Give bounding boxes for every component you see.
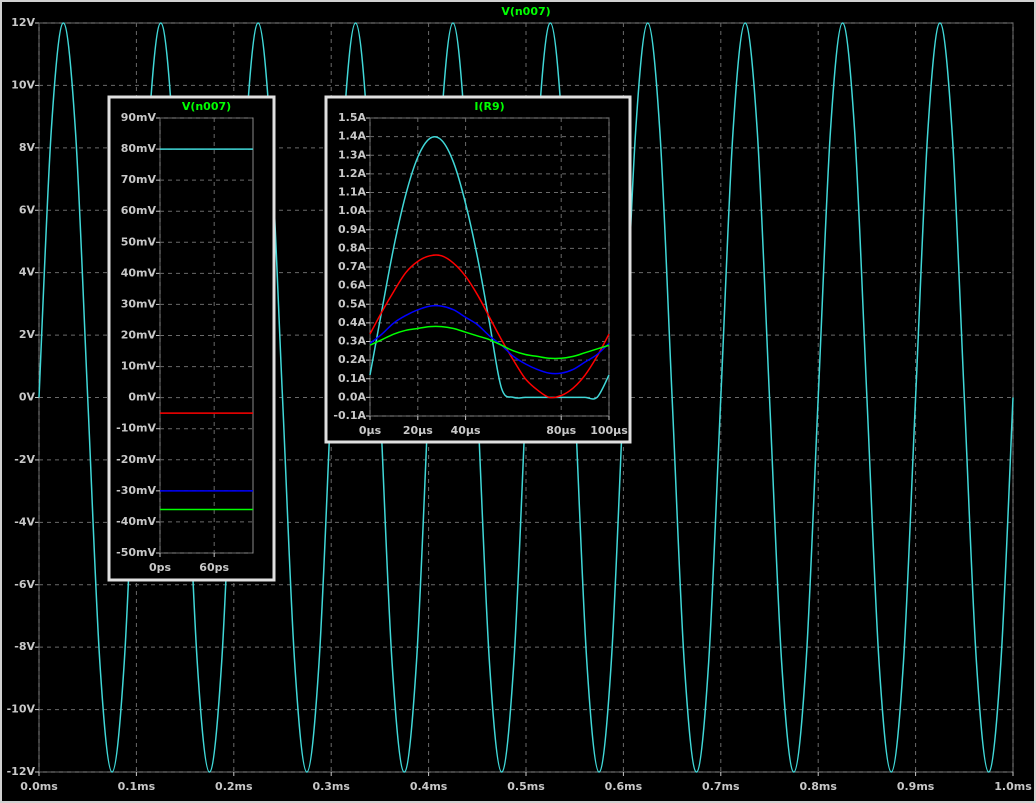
trace	[369, 254, 610, 399]
y-tick-label: -10mV	[116, 422, 156, 435]
y-tick-label: -6V	[14, 578, 35, 591]
y-tick-label: -2V	[14, 453, 35, 466]
x-tick-label: 0.1ms	[118, 780, 156, 793]
y-tick-label: 2V	[19, 328, 36, 341]
y-tick-label: 0.0A	[338, 390, 366, 403]
y-tick-label: 0.1A	[338, 372, 366, 385]
x-tick-label: 0.4ms	[410, 780, 448, 793]
x-tick-label: 0.7ms	[702, 780, 740, 793]
y-tick-label: 70mV	[121, 173, 157, 186]
x-tick-label: 1.0ms	[994, 780, 1032, 793]
y-tick-label: 10V	[11, 78, 35, 91]
y-tick-label: 0.7A	[338, 260, 366, 273]
y-tick-label: 6V	[19, 203, 36, 216]
y-tick-label: 80mV	[121, 142, 157, 155]
x-tick-label: 100µs	[590, 424, 628, 437]
x-tick-label: 0ps	[149, 561, 172, 574]
y-tick-label: 0.9A	[338, 223, 366, 236]
trace	[369, 325, 610, 360]
y-tick-label: 0.4A	[338, 316, 366, 329]
x-tick-label: 0.8ms	[799, 780, 837, 793]
y-tick-label: 90mV	[121, 111, 157, 124]
y-tick-label: 0.8A	[338, 241, 366, 254]
y-tick-label: 20mV	[121, 329, 157, 342]
inset-panel	[107, 95, 276, 582]
y-tick-label: 0.2A	[338, 353, 366, 366]
inset-panel	[324, 95, 632, 444]
y-tick-label: -4V	[14, 515, 35, 528]
x-tick-label: 0.3ms	[312, 780, 350, 793]
y-tick-label: 4V	[19, 266, 36, 279]
trace	[369, 304, 610, 375]
x-tick-label: 0.2ms	[215, 780, 253, 793]
x-tick-label: 80µs	[546, 424, 576, 437]
y-tick-label: 0V	[19, 391, 36, 404]
y-tick-label: 40mV	[121, 266, 157, 279]
y-tick-label: 0.6A	[338, 279, 366, 292]
y-tick-label: 30mV	[121, 297, 157, 310]
y-tick-label: -40mV	[116, 515, 156, 528]
y-tick-label: 12V	[11, 16, 35, 29]
y-tick-label: 0mV	[128, 391, 156, 404]
y-tick-label: 10mV	[121, 360, 157, 373]
y-tick-label: 0.5A	[338, 297, 366, 310]
x-tick-label: 0.0ms	[20, 780, 58, 793]
y-tick-label: 1.4A	[338, 130, 366, 143]
y-tick-label: -10V	[7, 703, 36, 716]
y-tick-label: -8V	[14, 640, 35, 653]
trace	[369, 136, 610, 400]
y-tick-label: -20mV	[116, 453, 156, 466]
x-tick-label: 60ps	[199, 561, 229, 574]
y-tick-label: 60mV	[121, 204, 157, 217]
y-tick-label: 1.1A	[338, 186, 366, 199]
y-tick-label: -30mV	[116, 484, 156, 497]
y-tick-label: 1.0A	[338, 204, 366, 217]
x-tick-label: 20µs	[403, 424, 433, 437]
y-tick-label: 50mV	[121, 235, 157, 248]
chart-title: V(n007)	[501, 5, 550, 18]
x-tick-label: 40µs	[451, 424, 481, 437]
chart-title: V(n007)	[182, 100, 231, 113]
x-tick-label: 0µs	[359, 424, 382, 437]
y-tick-label: 8V	[19, 141, 36, 154]
x-tick-label: 0.6ms	[605, 780, 643, 793]
y-tick-label: 1.2A	[338, 167, 366, 180]
chart-title: I(R9)	[474, 100, 504, 113]
y-tick-label: -0.1A	[333, 409, 366, 422]
y-tick-label: -50mV	[116, 546, 156, 559]
y-tick-label: 0.3A	[338, 335, 366, 348]
y-tick-label: 1.5A	[338, 111, 366, 124]
x-tick-label: 0.9ms	[897, 780, 935, 793]
y-tick-label: 1.3A	[338, 148, 366, 161]
y-tick-label: -12V	[7, 765, 36, 778]
x-tick-label: 0.5ms	[507, 780, 545, 793]
